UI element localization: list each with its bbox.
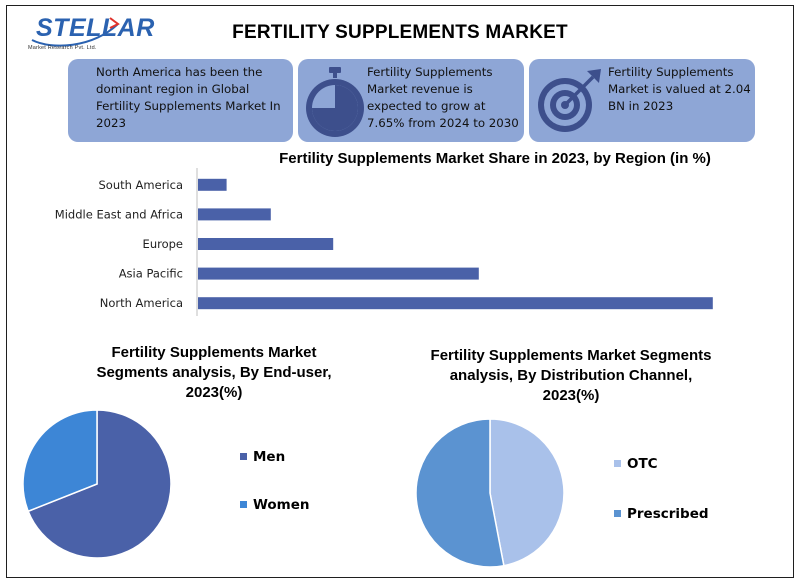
info-card-text: Fertility Supplements Market is valued a…	[608, 65, 751, 113]
legend-item-women: Women	[240, 497, 310, 513]
stellar-logo: STELLAR Market Research Pvt. Ltd.	[22, 10, 154, 56]
logo-swoosh-icon	[31, 17, 120, 47]
legend-label: Men	[253, 449, 286, 465]
legend-swatch	[240, 500, 247, 508]
legend-label: OTC	[627, 456, 658, 472]
bar-asia-pacific	[198, 267, 479, 280]
bar-category-label: South America	[98, 178, 183, 192]
legend-item-prescribed: Prescribed	[614, 506, 709, 522]
legend-item-men: Men	[240, 449, 285, 465]
legend-label: Women	[253, 497, 310, 513]
pie-slice-women	[22, 409, 98, 513]
target-icon	[538, 69, 601, 132]
legend-label: Prescribed	[627, 506, 709, 522]
info-card-growth: Fertility Supplements Market revenue is …	[298, 59, 524, 142]
region-bar-chart: South America Middle East and Africa Europ…	[55, 168, 713, 316]
bar-category-label: Europe	[143, 237, 183, 251]
bar-north-america	[198, 297, 713, 310]
bar-south-america	[198, 178, 227, 191]
legend-item-otc: OTC	[614, 456, 658, 472]
legend-swatch	[614, 459, 621, 467]
info-card-text: Fertility Supplements Market revenue is …	[367, 65, 519, 130]
legend-swatch	[614, 509, 621, 517]
distribution-pie-chart	[415, 418, 565, 568]
pie-slice-otc	[489, 418, 565, 567]
logo-word: STELLAR	[36, 14, 155, 42]
enduser-pie-chart	[22, 409, 172, 559]
pie-slice-prescribed	[415, 418, 505, 568]
logo-subtitle: Market Research Pvt. Ltd.	[28, 45, 97, 51]
enduser-pie-title: Fertility Supplements Market Segments an…	[96, 344, 332, 401]
bar-europe	[198, 238, 334, 250]
page-title: FERTILITY SUPPLEMENTS MARKET	[232, 22, 568, 43]
bar-category-label: Middle East and Africa	[55, 207, 183, 221]
info-card-value: Fertility Supplements Market is valued a…	[529, 59, 755, 142]
bar-middle-east-and-africa	[198, 208, 271, 221]
pie-slice-men	[27, 409, 172, 559]
bar-chart-title: Fertility Supplements Market Share in 20…	[279, 150, 711, 167]
bar-category-label: North America	[100, 296, 183, 310]
info-card-text: North America has been the dominant regi…	[96, 65, 281, 130]
stopwatch-icon	[306, 67, 364, 137]
bar-category-label: Asia Pacific	[119, 267, 183, 281]
distribution-pie-title: Fertility Supplements Market Segments an…	[430, 347, 712, 404]
legend-swatch	[240, 452, 247, 460]
info-card-dominant-region: North America has been the dominant regi…	[68, 59, 293, 142]
